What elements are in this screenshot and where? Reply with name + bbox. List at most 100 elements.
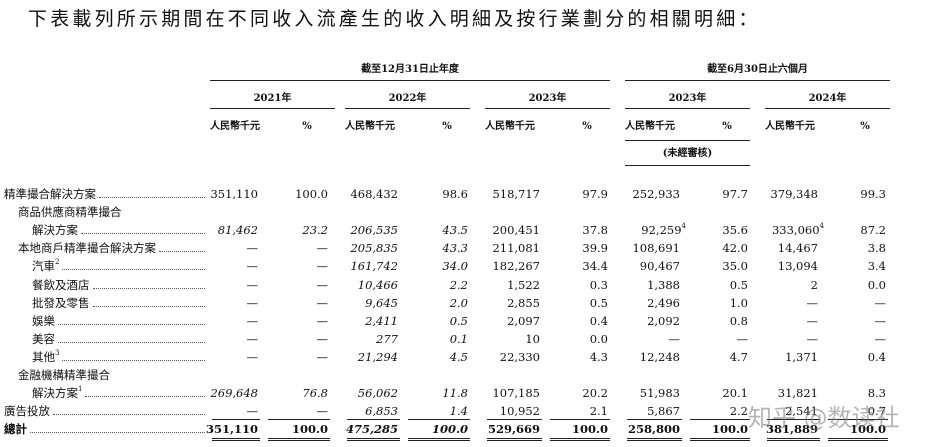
cell: 100.0 xyxy=(295,187,328,201)
cell: 14,467 xyxy=(777,241,818,256)
year: 2022年 xyxy=(388,93,427,104)
leader-dots xyxy=(62,259,205,271)
cell: 12,248 xyxy=(639,349,680,364)
cell: 277 xyxy=(376,331,398,346)
cell: 39.9 xyxy=(582,241,608,256)
cell: — xyxy=(806,313,819,328)
cell: 35.0 xyxy=(722,259,748,274)
footnote-marker: 4 xyxy=(819,222,824,231)
cell: — xyxy=(246,313,259,328)
cell: 2 xyxy=(810,277,818,292)
cell: 4.5 xyxy=(449,349,468,364)
label-text: 汽車2 xyxy=(32,258,60,274)
cell: 3.4 xyxy=(867,259,886,274)
rule xyxy=(485,108,610,109)
percent-header: % xyxy=(722,121,732,132)
rule xyxy=(627,419,682,421)
cell: 97.7 xyxy=(722,187,748,201)
cell: 252,933 xyxy=(632,187,680,201)
amount-header: 人民幣千元 xyxy=(345,121,395,132)
rule xyxy=(767,440,820,442)
rule xyxy=(765,108,890,109)
label-text: 解決方案 xyxy=(32,223,78,238)
cell: 100.0 xyxy=(291,422,328,437)
cell: 0.7 xyxy=(867,404,886,419)
rule xyxy=(627,438,682,440)
rule xyxy=(210,80,610,81)
cell: 4.7 xyxy=(729,349,748,364)
cell: 2,097 xyxy=(507,313,540,328)
label-text: 娛樂 xyxy=(32,313,55,328)
rule xyxy=(347,419,400,421)
cell: 0.0 xyxy=(867,277,886,292)
rule xyxy=(487,440,542,442)
percent-header: % xyxy=(442,121,452,132)
rule xyxy=(550,440,610,442)
label-text: 總計 xyxy=(4,422,27,437)
cell: 100.0 xyxy=(571,422,608,437)
year: 2024年 xyxy=(808,93,847,104)
cell: 351,110 xyxy=(210,187,258,201)
leader-dots xyxy=(53,404,205,416)
cell: 2,496 xyxy=(647,295,680,310)
cell: — xyxy=(316,313,329,328)
leader-dots xyxy=(85,386,205,398)
rule xyxy=(550,419,610,421)
row-label: 金融機構精準撮合 xyxy=(18,368,209,382)
year: 2023年 xyxy=(528,93,567,104)
cell: — xyxy=(316,331,329,346)
cell: 23.2 xyxy=(302,223,328,238)
cell: 10,952 xyxy=(499,404,540,419)
cell: 8.3 xyxy=(867,386,886,401)
rule xyxy=(625,140,750,141)
cell: 10,466 xyxy=(357,277,398,292)
cell: 1,522 xyxy=(507,277,540,292)
cell: — xyxy=(246,295,259,310)
unaudited-note: (未經審核) xyxy=(662,148,713,159)
cell: 468,432 xyxy=(350,187,398,201)
cell: 2,092 xyxy=(647,313,680,328)
cell: 107,185 xyxy=(492,386,540,401)
label-text: 餐飲及酒店 xyxy=(32,277,90,292)
leader-dots xyxy=(159,241,205,253)
cell: 475,285 xyxy=(345,422,398,437)
row-label: 本地商戶精準撮合解決方案 xyxy=(18,241,209,255)
leader-dots xyxy=(92,278,205,289)
row-label: 美容 xyxy=(32,332,209,346)
rule xyxy=(408,438,470,440)
rule xyxy=(690,440,750,442)
rule xyxy=(625,108,750,109)
cell: 43.5 xyxy=(442,223,468,238)
cell: 97.9 xyxy=(582,187,608,201)
cell: 0.4 xyxy=(867,349,886,364)
label-text: 本地商戶精準撮合解決方案 xyxy=(18,241,156,256)
cell: — xyxy=(246,277,259,292)
period-label: 截至6月30日止六個月 xyxy=(707,64,808,75)
label-text: 精準撮合解決方案 xyxy=(4,187,96,201)
leader-dots xyxy=(58,332,205,343)
cell: 205,835 xyxy=(350,241,398,256)
rule xyxy=(487,419,542,421)
cell: 11.8 xyxy=(442,386,468,401)
cell: 20.1 xyxy=(722,386,748,401)
cell: 1.0 xyxy=(729,295,748,310)
label-text: 美容 xyxy=(32,331,55,346)
cell: 0.1 xyxy=(449,331,468,346)
cell: 98.6 xyxy=(442,187,468,201)
cell: 21,294 xyxy=(357,349,398,364)
label-text: 商品供應商精準撮合 xyxy=(18,205,122,220)
cell: 22,330 xyxy=(499,349,540,364)
cell: — xyxy=(316,295,329,310)
cell: 0.0 xyxy=(589,331,608,346)
cell: — xyxy=(316,259,329,274)
row-label: 汽車2 xyxy=(32,259,209,273)
rule xyxy=(767,438,820,440)
cell: 161,742 xyxy=(350,259,398,274)
cell: 10 xyxy=(525,331,540,346)
year: 2023年 xyxy=(668,93,707,104)
leader-dots xyxy=(92,296,205,307)
cell: 100.0 xyxy=(431,422,468,437)
rule xyxy=(210,108,335,109)
cell: — xyxy=(316,404,329,419)
leader-dots xyxy=(81,223,205,235)
